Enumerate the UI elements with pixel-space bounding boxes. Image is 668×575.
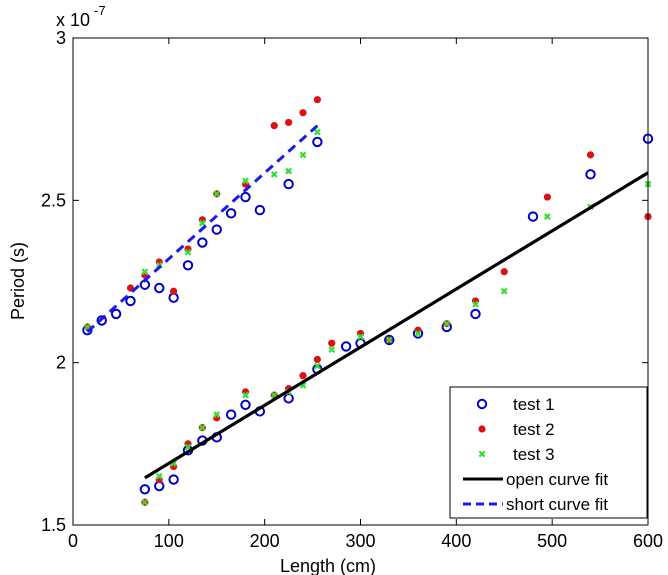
test-1-point <box>470 308 481 320</box>
test-3-point <box>500 287 508 295</box>
legend-label-test-3: test 3 <box>513 445 555 464</box>
test-3-point <box>198 219 206 227</box>
y-tick-label: 1.5 <box>41 515 66 535</box>
test-1-point <box>225 409 237 420</box>
test-1-point <box>585 169 596 180</box>
test-1-point <box>154 282 165 294</box>
y-tick-label: 3 <box>56 28 66 48</box>
x-tick-label: 300 <box>345 531 375 551</box>
series-test-1 <box>82 133 654 495</box>
axes: 0 100 200 300 400 500 600 1.5 2 2.5 3 <box>41 28 663 551</box>
test-3-point <box>198 424 206 431</box>
short-curve-fit-line <box>86 124 319 333</box>
legend-swatch-test-3 <box>478 450 486 458</box>
legend-label-test-2: test 2 <box>513 420 555 439</box>
test-3-point <box>328 346 336 354</box>
test-3-point <box>414 330 422 337</box>
test-1-point <box>254 204 266 216</box>
test-3-point <box>242 391 249 399</box>
test-2-point <box>500 268 508 276</box>
test-3-point <box>543 213 551 220</box>
legend-label-short-curve-fit: short curve fit <box>506 495 608 514</box>
open-curve-fit-line <box>144 171 649 480</box>
test-3-point <box>299 151 307 159</box>
test-3-point <box>385 336 393 344</box>
legend: test 1 test 2 test 3 open curve fit short cu… <box>449 386 648 519</box>
test-2-point <box>270 122 278 130</box>
x-tick-label: 200 <box>250 531 280 551</box>
test-1-point <box>283 178 294 190</box>
test-1-point <box>211 224 222 235</box>
plot-frame <box>72 37 649 526</box>
test-1-point <box>384 334 395 346</box>
series-test-3 <box>83 128 652 506</box>
test-2-point <box>586 151 595 159</box>
legend-swatch-test-2 <box>478 425 486 433</box>
test-2-point <box>313 355 321 364</box>
test-2-point <box>285 118 293 127</box>
legend-label-test-1: test 1 <box>513 395 555 414</box>
test-3-point <box>472 300 479 308</box>
x-tick-label: 100 <box>154 531 184 551</box>
test-3-point <box>285 167 293 175</box>
legend-swatch-test-1 <box>476 398 488 410</box>
x-tick-label: 500 <box>537 531 567 551</box>
test-2-point <box>299 109 307 117</box>
test-2-point <box>313 96 321 104</box>
x-tick-label: 0 <box>68 531 78 551</box>
test-1-point <box>240 191 251 203</box>
data-marks <box>82 96 654 506</box>
test-3-point <box>184 248 192 256</box>
test-1-point <box>527 211 539 222</box>
test-1-point <box>240 399 251 411</box>
y-multiplier-exponent: -7 <box>94 3 106 18</box>
x-axis-label: Length (cm) <box>280 556 376 575</box>
test-3-point <box>313 362 321 370</box>
test-3-point <box>213 411 221 418</box>
test-3-point <box>270 170 278 178</box>
test-1-point <box>225 208 237 219</box>
test-3-point <box>443 320 451 328</box>
test-3-point <box>357 333 364 341</box>
test-1-point <box>139 484 151 495</box>
test-3-point <box>313 128 321 136</box>
test-3-point <box>141 498 149 506</box>
test-3-point <box>213 190 221 198</box>
test-1-point <box>182 260 194 271</box>
test-1-point <box>96 315 107 326</box>
test-1-point <box>312 136 323 148</box>
y-axis-label: Period (s) <box>8 242 28 320</box>
y-multiplier-base: x 10 <box>56 10 90 30</box>
test-3-point <box>155 472 163 480</box>
test-1-point <box>283 393 294 404</box>
test-2-point <box>328 339 336 347</box>
y-tick-label: 2 <box>56 353 66 373</box>
legend-label-open-curve-fit: open curve fit <box>506 470 608 489</box>
test-1-point <box>110 308 122 320</box>
test-2-point <box>543 193 551 201</box>
test-3-point <box>184 443 192 451</box>
test-3-point <box>242 177 249 185</box>
test-1-point <box>125 295 136 307</box>
series-short-curve-fit <box>86 124 319 333</box>
series-open-curve-fit <box>144 171 649 480</box>
test-1-point <box>197 237 208 248</box>
test-1-point <box>168 474 179 485</box>
y-tick-label: 2.5 <box>41 190 66 210</box>
test-3-point <box>141 268 149 276</box>
test-2-point <box>170 287 178 295</box>
test-1-point <box>340 341 352 352</box>
x-tick-label: 600 <box>633 531 663 551</box>
x-tick-label: 400 <box>441 531 471 551</box>
test-2-point <box>299 372 307 380</box>
